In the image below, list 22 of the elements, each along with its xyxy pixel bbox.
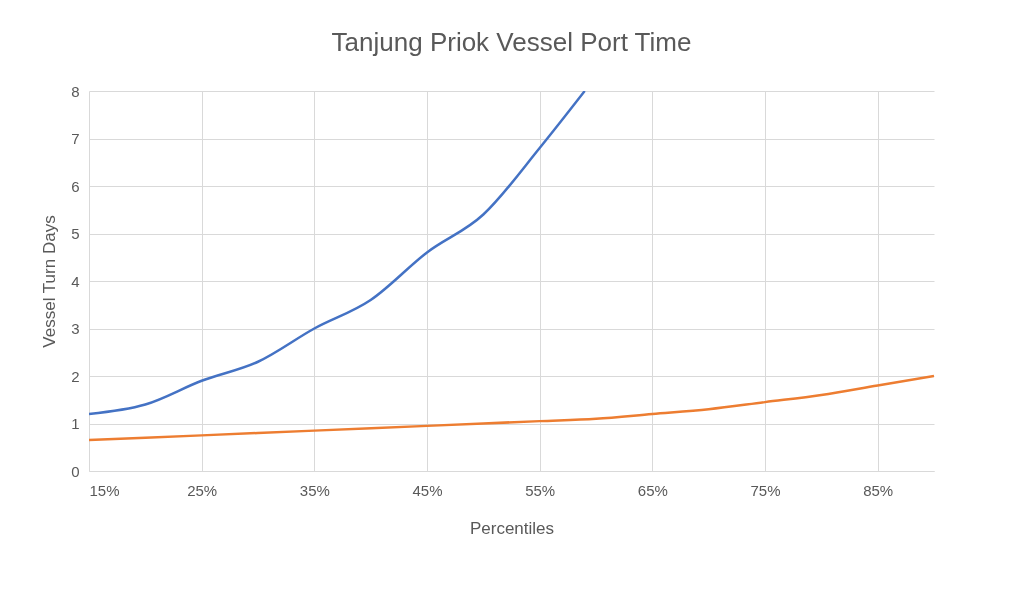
line-series (89, 91, 586, 416)
y-tick-label: 8 (71, 82, 80, 100)
y-tick-label: 3 (71, 320, 80, 337)
y-tick-label: 1 (71, 415, 80, 432)
x-axis-title: Percentiles (469, 518, 555, 538)
line-series (89, 374, 934, 442)
x-tick-label: 15% (89, 481, 120, 499)
x-tick-label: 25% (187, 481, 218, 499)
y-tick-label: 7 (71, 130, 80, 147)
x-tick-label: 35% (299, 481, 330, 499)
y-tick-label: 2 (71, 367, 80, 385)
x-tick-label: 75% (750, 481, 781, 499)
x-tick-label: 45% (412, 481, 443, 499)
chart-title: Tanjung Priok Vessel Port Time (331, 27, 692, 57)
y-tick-label: 5 (71, 225, 80, 242)
y-axis-title: Vessel Turn Days (40, 215, 60, 348)
y-tick-label: 4 (71, 272, 80, 290)
x-tick-label: 65% (637, 481, 668, 499)
y-tick-label: 6 (71, 177, 80, 195)
x-tick-label: 55% (525, 481, 556, 499)
x-tick-label: 85% (863, 481, 894, 499)
y-tick-label: 0 (71, 462, 80, 480)
